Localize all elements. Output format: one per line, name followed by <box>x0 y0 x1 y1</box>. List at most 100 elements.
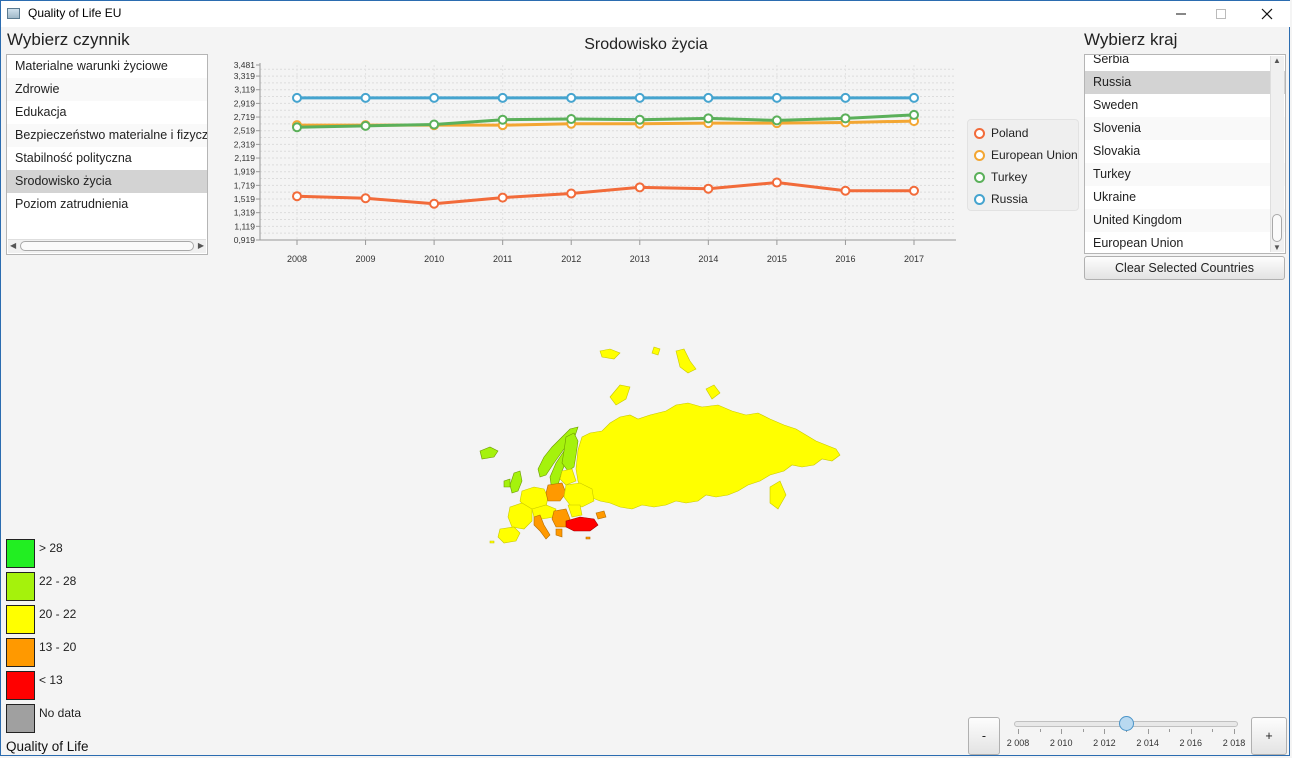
map-region-iberia[interactable] <box>497 526 521 544</box>
slider-tick-label: 2 016 <box>1179 738 1203 748</box>
data-point <box>566 188 577 199</box>
country-list-item[interactable]: Ukraine <box>1093 190 1137 204</box>
data-point <box>360 92 371 103</box>
vscroll-thumb[interactable] <box>1272 214 1282 242</box>
legend-entry: Poland <box>974 124 1028 142</box>
map-region-arctic-islands-2[interactable] <box>599 348 621 360</box>
minimize-button[interactable] <box>1158 1 1204 27</box>
map-region-arctic-islands-3[interactable] <box>651 346 661 356</box>
data-point <box>566 114 577 125</box>
hscroll-thumb[interactable] <box>20 241 194 251</box>
close-button[interactable] <box>1244 1 1290 27</box>
data-point <box>703 92 714 103</box>
country-list[interactable]: Serbia Russia Sweden Slovenia Slovakia Turkey… <box>1084 54 1286 254</box>
maximize-button[interactable] <box>1198 1 1244 27</box>
map-region-uk[interactable] <box>509 470 523 494</box>
map-region-poland[interactable] <box>545 482 567 502</box>
country-list-item[interactable]: Russia <box>1085 71 1285 94</box>
map-region-far-east[interactable] <box>769 480 787 510</box>
country-list-item[interactable]: Sweden <box>1093 98 1139 112</box>
map-region-arctic-islands[interactable] <box>675 348 697 374</box>
country-list-item[interactable]: Slovenia <box>1085 117 1285 140</box>
legend-marker-icon <box>974 193 985 205</box>
scale-label: > 28 <box>39 541 63 555</box>
year-decrement-button[interactable]: - <box>968 717 1000 755</box>
factor-list-item[interactable]: Poziom zatrudnienia <box>15 197 129 211</box>
scroll-right-icon[interactable]: ▶ <box>197 241 204 250</box>
slider-tick <box>1190 729 1192 734</box>
factor-list-hscrollbar[interactable]: ◀ ▶ <box>8 239 206 253</box>
country-list-item[interactable]: Slovakia <box>1093 144 1141 158</box>
country-list-vscrollbar[interactable]: ▲ ▼ <box>1270 56 1284 252</box>
data-point <box>429 119 440 130</box>
map-region-ireland[interactable] <box>503 478 511 488</box>
map-region-france[interactable] <box>507 502 533 530</box>
data-point <box>292 191 302 202</box>
slider-tick <box>1018 729 1019 734</box>
map-region-belarus-ukraine[interactable] <box>563 482 595 508</box>
europe-map[interactable] <box>470 345 850 550</box>
country-list-item[interactable]: United Kingdom <box>1085 209 1285 232</box>
map-region-novaya-zemlya[interactable] <box>609 384 631 406</box>
factor-list-item[interactable]: Zdrowie <box>7 78 207 101</box>
slider-tick <box>1039 729 1041 732</box>
map-region-cyprus-malta[interactable] <box>585 536 591 540</box>
map-region-caucasus[interactable] <box>595 510 607 520</box>
country-panel-label: Wybierz kraj <box>1084 30 1178 49</box>
map-region-iceland[interactable] <box>479 446 499 460</box>
scroll-left-icon[interactable]: ◀ <box>10 241 17 250</box>
scale-swatch <box>6 572 35 601</box>
data-point <box>771 177 782 188</box>
scale-swatch <box>6 539 35 568</box>
y-tick-label: 2,719 <box>234 112 256 122</box>
slider-tick-label: 2 018 <box>1222 738 1246 748</box>
map-region-russia[interactable] <box>575 402 841 510</box>
factor-list[interactable]: Materialne warunki życiowe Zdrowie Edukacj… <box>6 54 208 255</box>
legend-marker-icon <box>974 171 985 183</box>
country-list-item[interactable]: Serbia <box>1093 54 1130 66</box>
y-tick-label: 3,481 <box>234 60 256 70</box>
map-region-taymyr[interactable] <box>705 384 721 400</box>
slider-tick <box>1234 729 1235 734</box>
scale-label: No data <box>39 706 82 720</box>
data-point <box>429 92 440 103</box>
map-region-turkey[interactable] <box>565 516 599 532</box>
map-region-greece[interactable] <box>555 528 563 538</box>
data-point <box>634 92 645 103</box>
data-point <box>634 182 645 193</box>
legend-label: Turkey <box>991 170 1028 184</box>
scale-swatch <box>6 638 35 667</box>
data-point <box>497 114 508 125</box>
map-region-baltics[interactable] <box>559 468 577 486</box>
year-slider[interactable]: 2 008 2 010 2 012 2 014 2 016 2 018 <box>1007 716 1246 754</box>
x-tick-label: 2013 <box>630 254 650 264</box>
map-region-finland[interactable] <box>561 432 579 472</box>
country-list-item[interactable]: European Union <box>1093 236 1184 250</box>
scale-label: < 13 <box>39 673 63 687</box>
close-icon <box>1261 8 1273 20</box>
clear-selected-countries-button[interactable]: Clear Selected Countries <box>1084 256 1285 280</box>
data-point <box>634 114 645 125</box>
map-region-romania[interactable] <box>567 504 583 518</box>
y-tick-label: 2,119 <box>234 153 255 163</box>
scroll-down-icon[interactable]: ▼ <box>1273 243 1281 252</box>
scale-swatch <box>6 671 35 700</box>
scroll-up-icon[interactable]: ▲ <box>1273 56 1281 65</box>
factor-list-item[interactable]: Srodowisko życia <box>7 170 207 193</box>
factor-list-item[interactable]: Stabilność polityczna <box>15 151 132 165</box>
chart-legend: Poland European Union Turkey Russia <box>967 119 1079 211</box>
factor-list-item[interactable]: Edukacja <box>15 105 67 119</box>
app-icon <box>7 8 20 19</box>
map-region-canary[interactable] <box>489 540 495 544</box>
y-tick-label: 1,119 <box>234 221 255 231</box>
y-tick-label: 1,519 <box>234 194 256 204</box>
country-list-item[interactable]: Turkey <box>1085 163 1285 186</box>
slider-thumb[interactable] <box>1119 716 1134 731</box>
map-region-italy[interactable] <box>533 514 551 540</box>
scale-label: 20 - 22 <box>39 607 77 621</box>
scale-label: 13 - 20 <box>39 640 77 654</box>
year-increment-button[interactable]: + <box>1251 717 1287 755</box>
factor-list-item[interactable]: Bezpieczeństwo materialne i fizyczne <box>7 124 207 147</box>
factor-list-item[interactable]: Materialne warunki życiowe <box>15 59 168 73</box>
